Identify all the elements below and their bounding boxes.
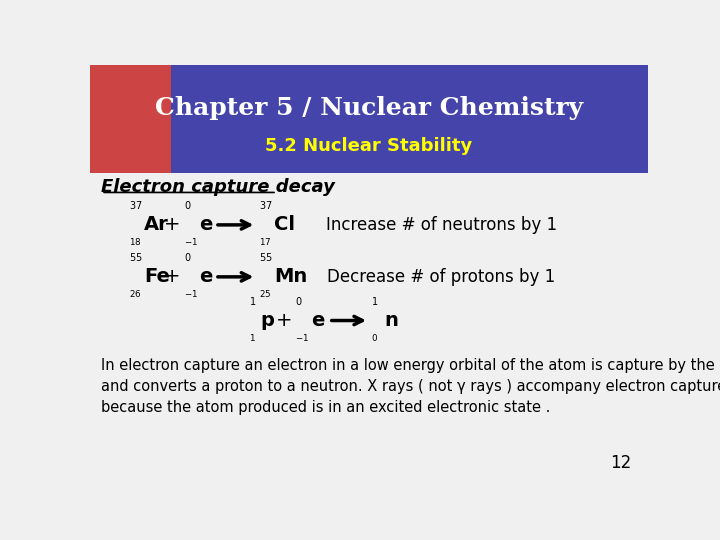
Text: $^{37}$: $^{37}$ <box>258 200 272 214</box>
Text: $^{55}$: $^{55}$ <box>258 253 272 266</box>
Text: $_{-1}$: $_{-1}$ <box>295 331 310 344</box>
Text: Decrease # of protons by 1: Decrease # of protons by 1 <box>328 268 556 286</box>
Text: $^{1}$: $^{1}$ <box>372 296 379 310</box>
Text: e: e <box>311 311 324 330</box>
Text: because the atom produced is in an excited electronic state .: because the atom produced is in an excit… <box>101 400 551 415</box>
Text: Mn: Mn <box>274 267 307 286</box>
Text: $_{18}$: $_{18}$ <box>129 235 142 248</box>
Text: Fe: Fe <box>144 267 170 286</box>
FancyBboxPatch shape <box>90 65 648 173</box>
Text: 12: 12 <box>610 454 631 472</box>
Text: $^{55}$: $^{55}$ <box>129 253 143 266</box>
Text: and converts a proton to a neutron. X rays ( not γ rays ) accompany electron cap: and converts a proton to a neutron. X ra… <box>101 379 720 394</box>
Text: $_{0}$: $_{0}$ <box>372 331 378 344</box>
Text: p: p <box>260 311 274 330</box>
Text: In electron capture an electron in a low energy orbital of the atom is capture b: In electron capture an electron in a low… <box>101 358 720 373</box>
Text: $^{0}$: $^{0}$ <box>295 296 303 310</box>
Text: $^{0}$: $^{0}$ <box>184 200 192 214</box>
Text: Ar: Ar <box>144 215 169 234</box>
Text: $^{1}$: $^{1}$ <box>249 296 256 310</box>
Text: $_{-1}$: $_{-1}$ <box>184 235 198 248</box>
Text: $_{-1}$: $_{-1}$ <box>184 287 198 300</box>
Text: Electron capture decay: Electron capture decay <box>101 178 335 197</box>
Text: $_{1}$: $_{1}$ <box>249 331 256 344</box>
Text: 5.2 Nuclear Stability: 5.2 Nuclear Stability <box>266 137 472 155</box>
Text: +: + <box>164 267 181 286</box>
Text: $^{37}$: $^{37}$ <box>129 200 143 214</box>
Text: e: e <box>199 267 212 286</box>
FancyBboxPatch shape <box>90 65 171 173</box>
Text: +: + <box>276 311 292 330</box>
Text: Chapter 5 / Nuclear Chemistry: Chapter 5 / Nuclear Chemistry <box>155 97 583 120</box>
Text: e: e <box>199 215 212 234</box>
Text: $^{0}$: $^{0}$ <box>184 253 192 266</box>
Text: $_{17}$: $_{17}$ <box>258 235 271 248</box>
Text: $_{25}$: $_{25}$ <box>258 287 271 300</box>
Text: n: n <box>384 311 398 330</box>
Text: Increase # of neutrons by 1: Increase # of neutrons by 1 <box>326 216 557 234</box>
Text: +: + <box>164 215 181 234</box>
Text: $_{26}$: $_{26}$ <box>129 287 142 300</box>
Text: Cl: Cl <box>274 215 295 234</box>
